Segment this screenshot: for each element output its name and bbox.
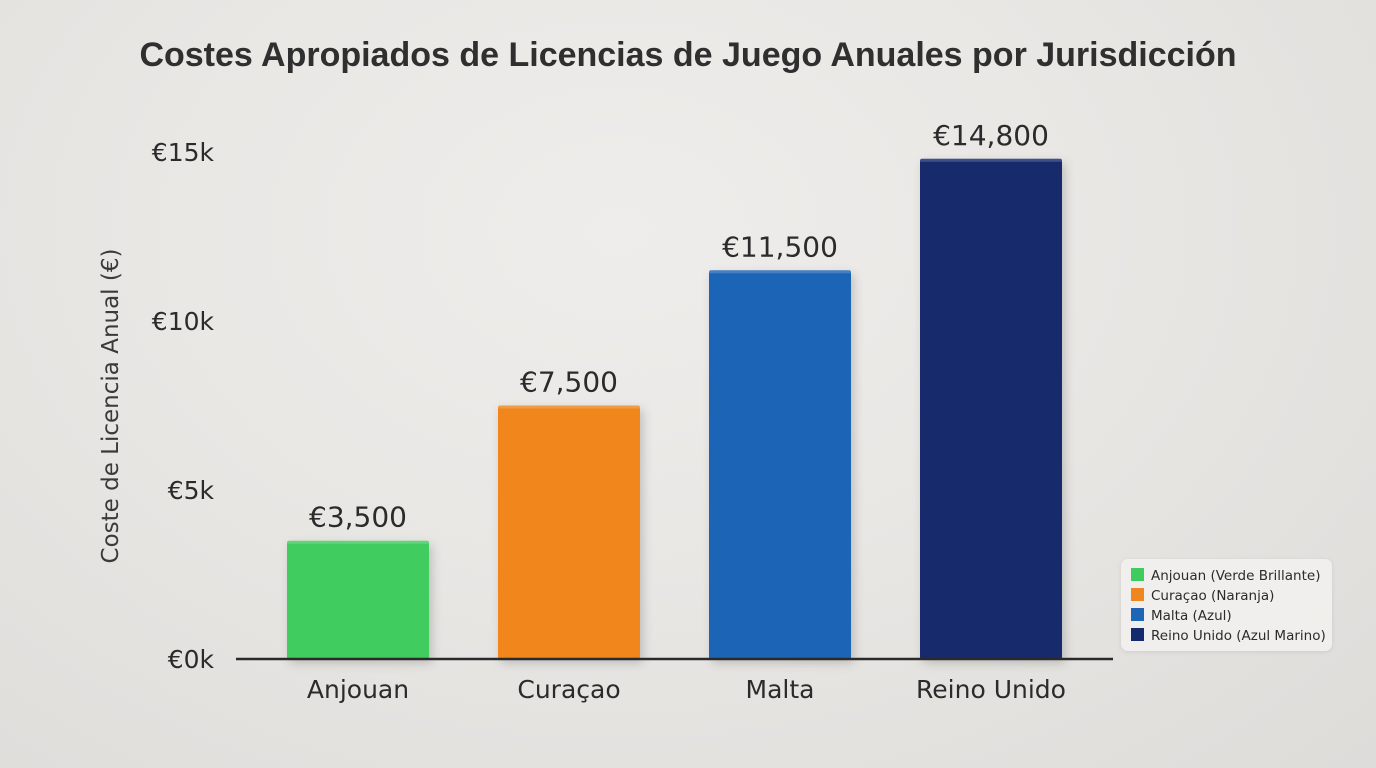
bar-top-highlight <box>709 270 851 274</box>
bar-reino-unido <box>920 158 1062 659</box>
y-tick-label: €15k <box>152 138 215 167</box>
legend-entry: Malta (Azul) <box>1151 608 1232 624</box>
bar-cura-ao <box>498 405 640 659</box>
legend-items: Anjouan (Verde Brillante) Curaçao (Naranj… <box>1131 568 1326 644</box>
y-tick-label: €5k <box>168 476 215 505</box>
y-tick-label: €0k <box>168 645 215 674</box>
x-tick-label-reino-unido: Reino Unido <box>916 675 1066 704</box>
legend-swatch <box>1131 628 1144 641</box>
data-labels-group: €3,500 €7,500 €11,500 €14,800 <box>309 119 1049 534</box>
legend: Anjouan (Verde Brillante) Curaçao (Naranj… <box>1121 559 1332 651</box>
x-tick-label-cura-ao: Curaçao <box>517 675 620 704</box>
x-tick-label-malta: Malta <box>746 675 815 704</box>
data-label-malta: €11,500 <box>722 230 838 263</box>
x-axis-labels: Anjouan Curaçao Malta Reino Unido <box>307 675 1066 704</box>
chart-title: Costes Apropiados de Licencias de Juego … <box>139 36 1236 74</box>
data-label-cura-ao: €7,500 <box>520 366 618 399</box>
bars-group <box>287 158 1062 659</box>
legend-swatch <box>1131 608 1144 621</box>
x-tick-label-anjouan: Anjouan <box>307 675 409 704</box>
y-tick-label: €10k <box>152 307 215 336</box>
data-label-reino-unido: €14,800 <box>933 119 1049 152</box>
legend-swatch <box>1131 588 1144 601</box>
legend-entry: Reino Unido (Azul Marino) <box>1151 628 1326 644</box>
y-axis-label: Coste de Licencia Anual (€) <box>98 249 124 564</box>
bar-top-highlight <box>287 540 429 544</box>
bar-top-highlight <box>498 405 640 409</box>
legend-swatch <box>1131 568 1144 581</box>
legend-entry: Anjouan (Verde Brillante) <box>1151 568 1320 584</box>
bar-anjouan <box>287 540 429 659</box>
y-axis-ticks: €0k €5k €10k €15k <box>152 138 215 674</box>
legend-box <box>1121 559 1332 651</box>
bar-top-highlight <box>920 158 1062 162</box>
data-label-anjouan: €3,500 <box>309 501 407 534</box>
bar-malta <box>709 270 851 659</box>
legend-entry: Curaçao (Naranja) <box>1151 588 1274 604</box>
